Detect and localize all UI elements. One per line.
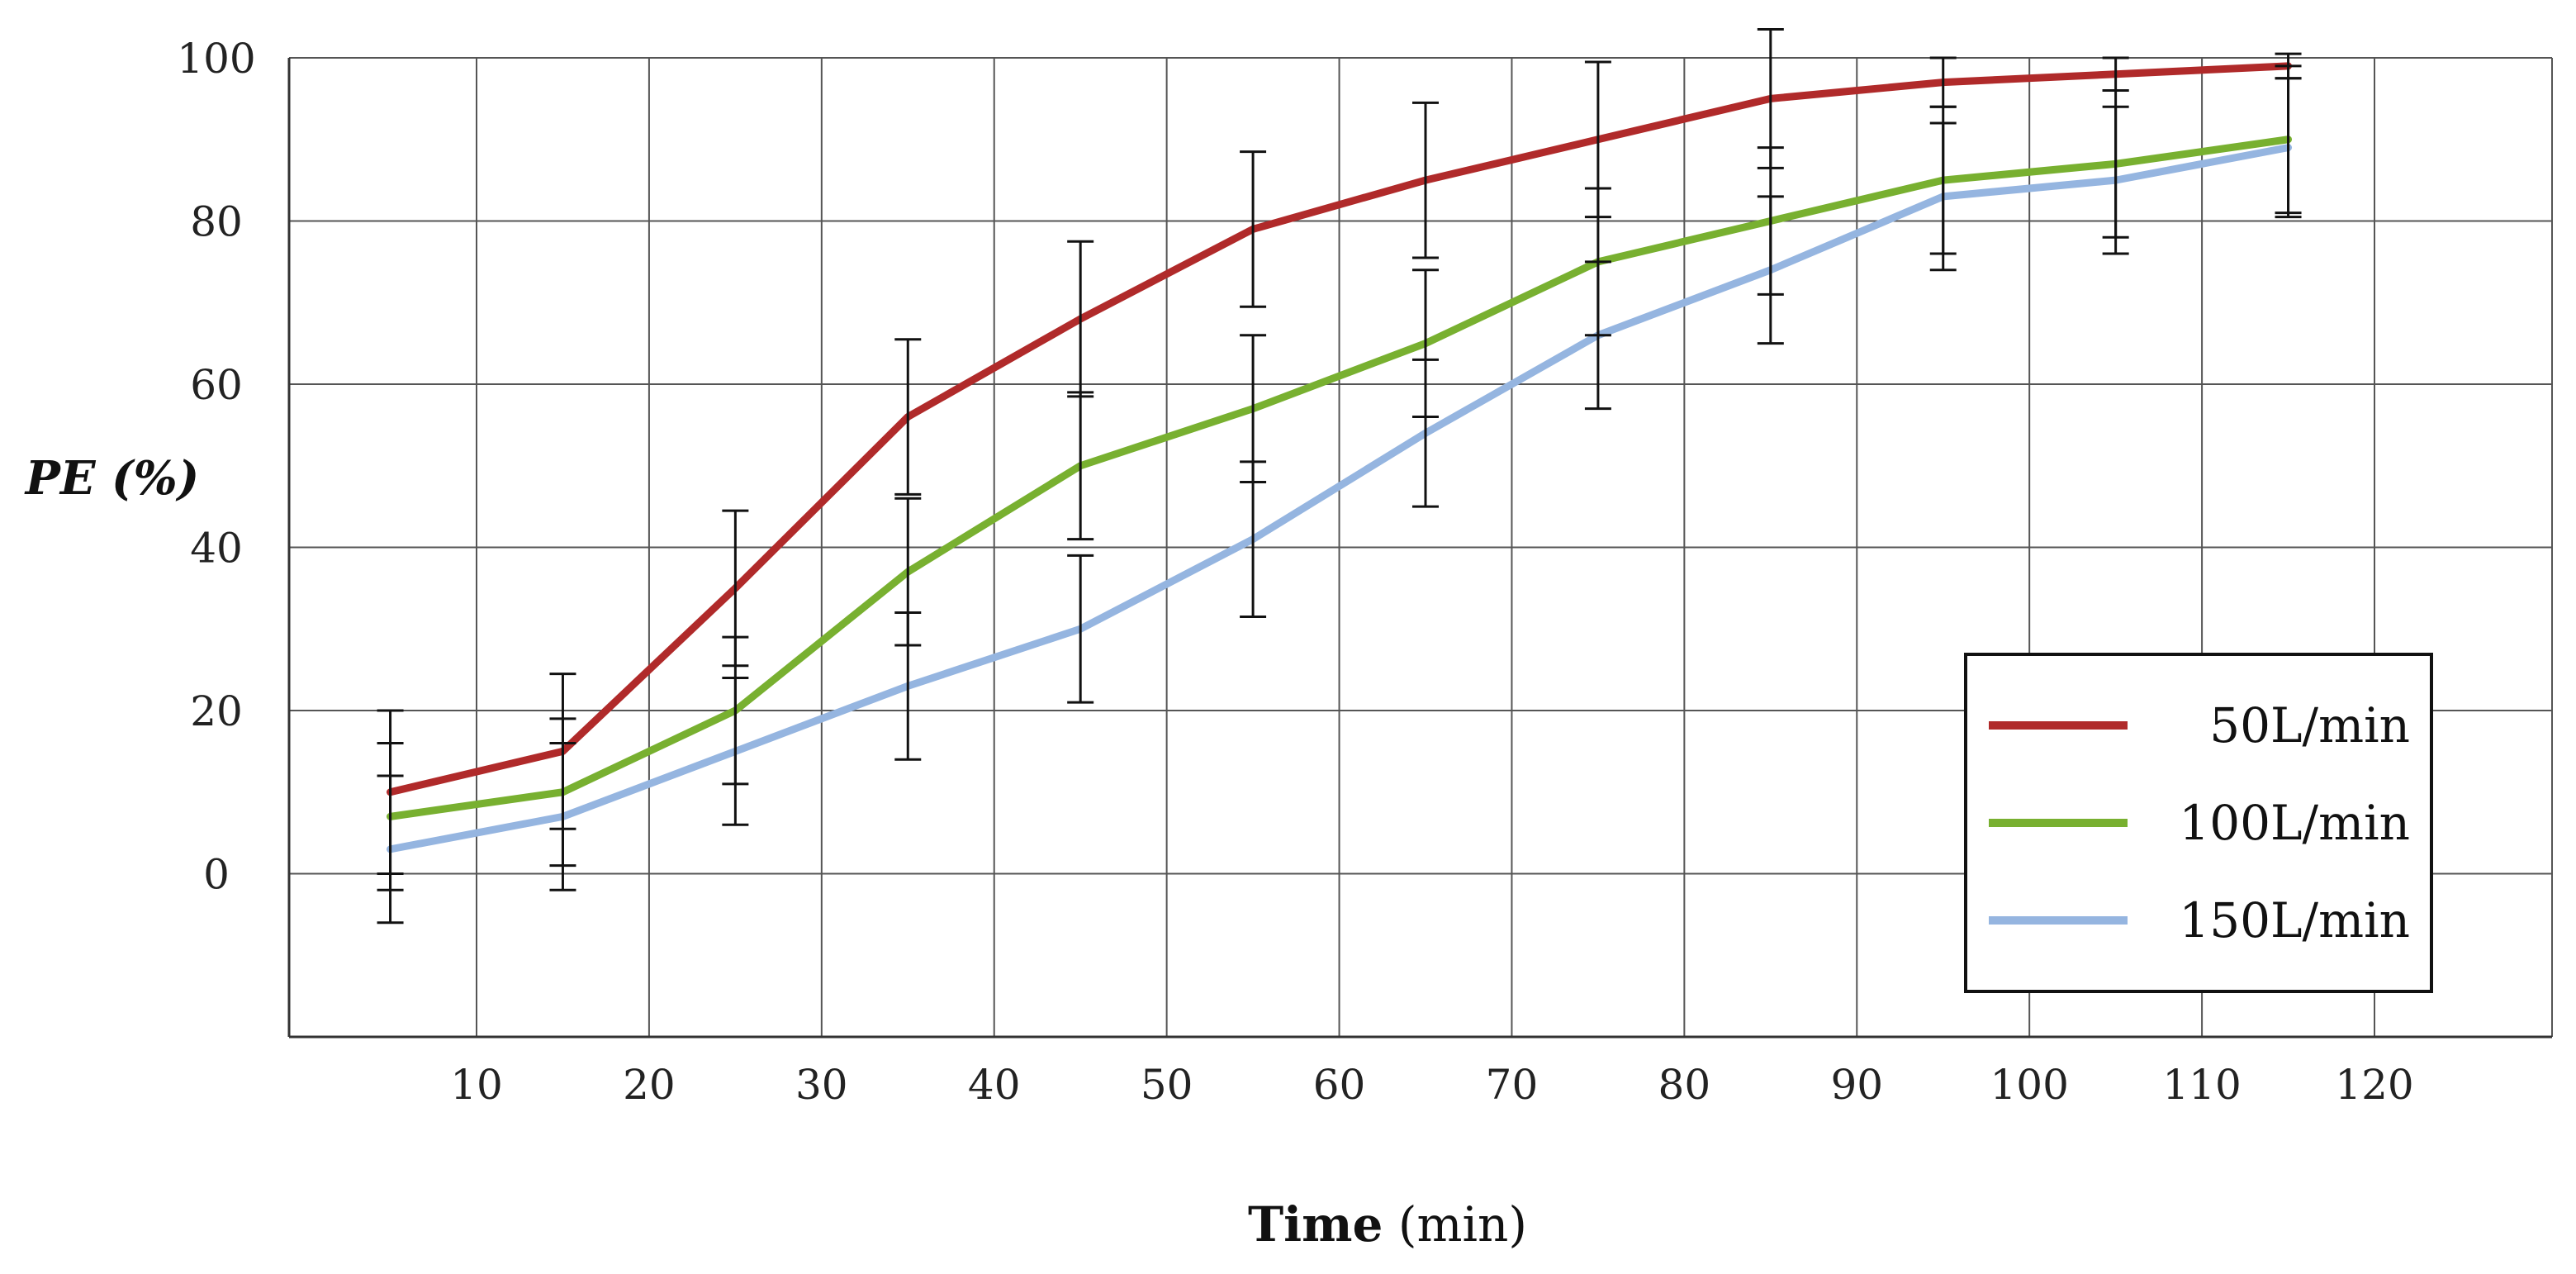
x-tick-label: 110 — [2162, 1061, 2241, 1109]
legend-label-3: 150L/min — [2179, 892, 2410, 948]
x-tick-label: 30 — [795, 1061, 848, 1109]
legend: 50L/min 100L/min 150L/min — [1964, 653, 2433, 993]
y-tick-label: 20 — [190, 687, 243, 735]
x-tick-label: 10 — [450, 1061, 503, 1109]
x-tick-label: 70 — [1486, 1061, 1539, 1109]
x-tick-label: 100 — [1990, 1061, 2068, 1109]
x-tick-label: 20 — [623, 1061, 676, 1109]
x-tick-label: 80 — [1658, 1061, 1711, 1109]
x-axis-label-main: Time — [1248, 1196, 1383, 1253]
x-tick-label: 50 — [1141, 1061, 1193, 1109]
x-tick-label: 90 — [1830, 1061, 1883, 1109]
y-axis-label: PE (%) — [24, 451, 200, 506]
legend-label-2: 100L/min — [2179, 795, 2410, 851]
y-tick-label: 0 — [203, 851, 230, 899]
series-line-3 — [387, 144, 2293, 853]
x-tick-label: 40 — [968, 1061, 1021, 1109]
x-axis-label: Time (min) — [1248, 1196, 1527, 1253]
x-tick-labels: 10 20 30 40 50 60 70 80 90 100 110 120 — [450, 1061, 2414, 1109]
legend-label-1: 50L/min — [2209, 697, 2410, 753]
y-tick-label: 80 — [190, 198, 243, 246]
y-tick-label: 40 — [190, 525, 243, 573]
error-bars — [377, 27, 2302, 925]
series-line-1 — [387, 62, 2293, 796]
x-axis-label-unit: (min) — [1383, 1196, 1527, 1253]
y-tick-label: 60 — [190, 361, 243, 409]
x-tick-label: 60 — [1313, 1061, 1366, 1109]
y-tick-labels: 0 20 40 60 80 100 — [177, 35, 255, 899]
series-lines — [387, 62, 2293, 853]
y-tick-label: 100 — [177, 35, 255, 83]
x-tick-label: 120 — [2335, 1061, 2413, 1109]
series-line-2 — [387, 135, 2293, 820]
